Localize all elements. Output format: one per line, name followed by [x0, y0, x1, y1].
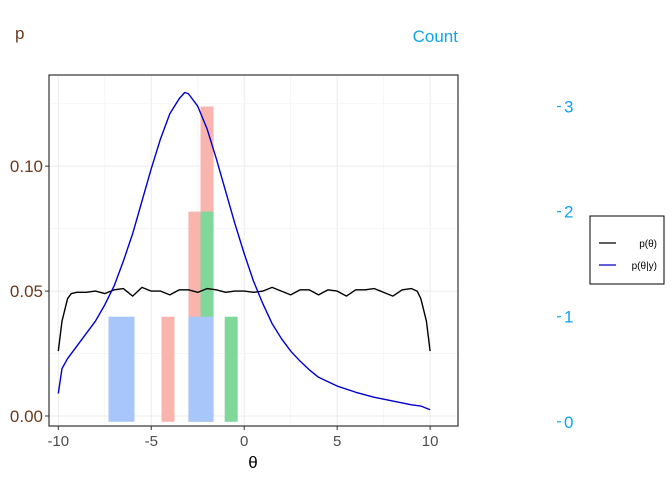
count-bar — [121, 316, 135, 422]
count-bar — [161, 316, 175, 422]
x-axis: -10 -5 0 5 10 — [47, 426, 438, 450]
secondary-y-axis-title: Count — [413, 27, 459, 46]
y-tick-label: 0.05 — [10, 282, 43, 301]
y-axis-title: p — [15, 24, 24, 43]
x-axis-title: θ — [248, 453, 257, 472]
x-tick-label: -5 — [145, 433, 158, 450]
y-tick-label: 0.00 — [10, 407, 43, 426]
y2-tick-label: 0 — [564, 413, 573, 432]
y2-tick-label: 1 — [564, 308, 573, 327]
legend-label-posterior: p(θ|y) — [632, 261, 657, 272]
count-bar — [188, 316, 202, 422]
y-tick-label: 0.10 — [10, 157, 43, 176]
count-bars — [108, 106, 238, 422]
density-lines — [57, 91, 431, 411]
x-tick-label: 10 — [422, 433, 439, 450]
posterior-density-line — [57, 91, 431, 411]
y-axis: 0.00 0.05 0.10 — [10, 157, 49, 426]
x-tick-label: 0 — [240, 433, 248, 450]
legend-box — [589, 215, 665, 285]
secondary-y-axis: 0 1 2 3 — [557, 98, 573, 432]
count-bar — [200, 316, 214, 422]
x-tick-label: 5 — [333, 433, 341, 450]
y2-tick-label: 3 — [564, 98, 573, 117]
legend-label-prior: p(θ) — [639, 239, 657, 250]
count-bar — [108, 316, 122, 422]
prior-density-line — [57, 286, 431, 352]
legend: p(θ) p(θ|y) — [589, 215, 665, 285]
x-tick-label: -10 — [47, 433, 69, 450]
plot-border — [48, 74, 459, 427]
count-bar — [224, 316, 238, 422]
grid-lines — [49, 75, 458, 426]
y2-tick-label: 2 — [564, 203, 573, 222]
